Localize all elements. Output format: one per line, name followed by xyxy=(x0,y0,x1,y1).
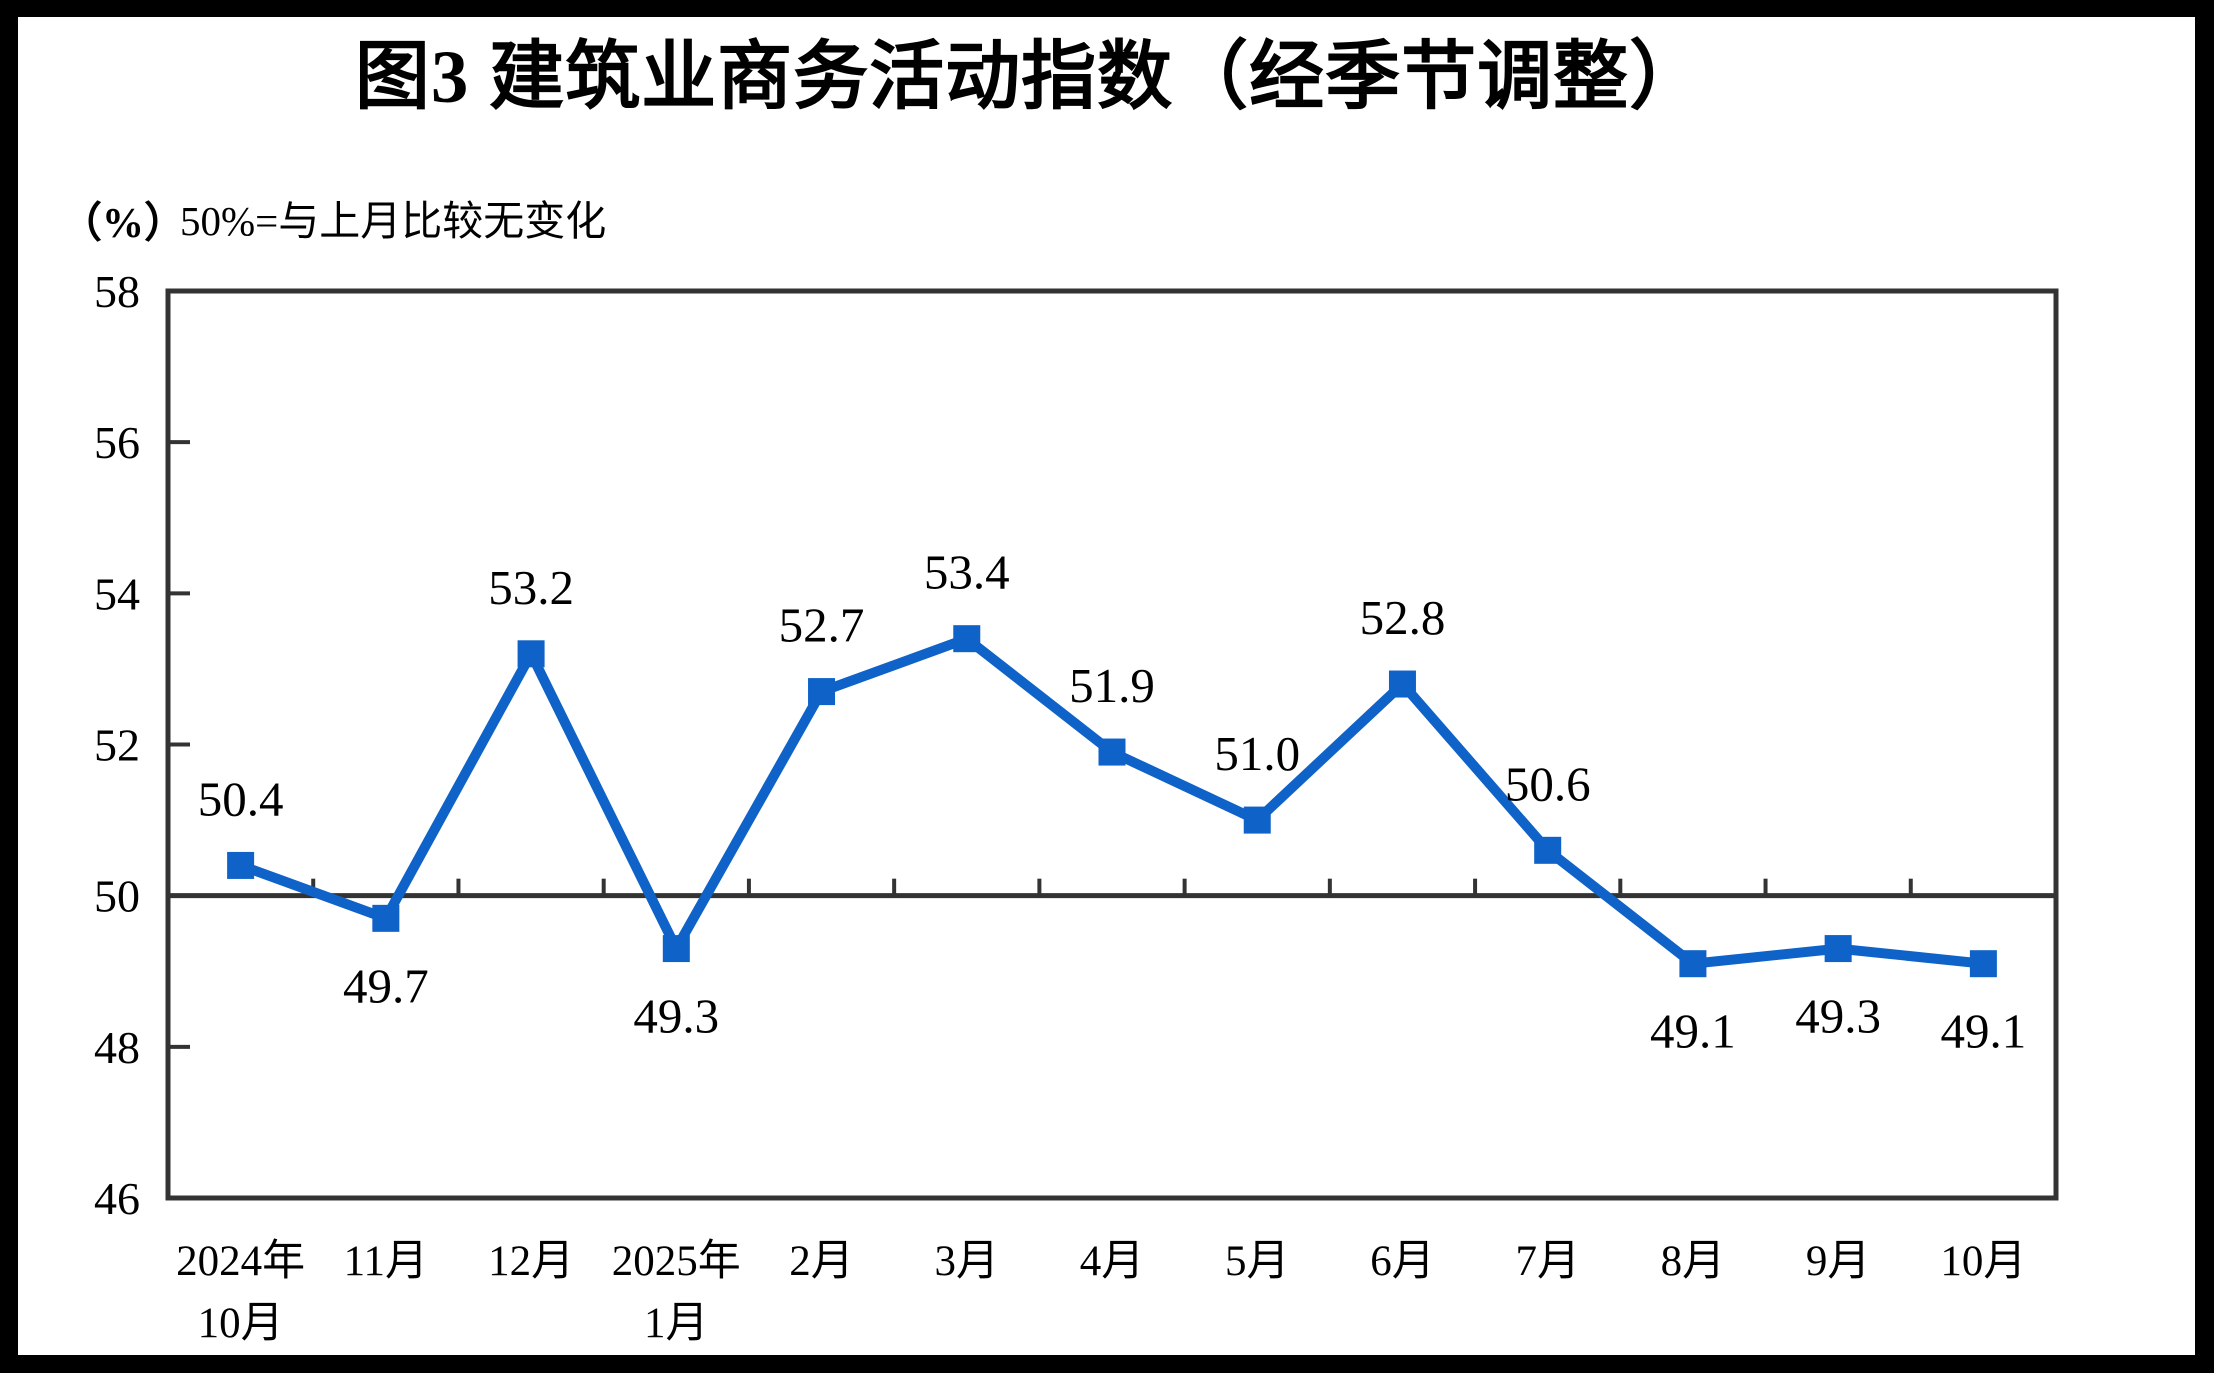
x-axis-label: 9月 xyxy=(1806,1238,1871,1285)
x-axis-label: 2月 xyxy=(789,1238,854,1285)
y-axis-label: 46 xyxy=(94,1173,140,1224)
y-axis-label: 50 xyxy=(94,871,140,922)
x-axis-label: 4月 xyxy=(1080,1238,1145,1285)
x-axis-label: 7月 xyxy=(1515,1238,1580,1285)
reference-note: 50%=与上月比较无变化 xyxy=(180,198,606,244)
x-axis-label: 10月 xyxy=(1940,1238,2026,1285)
data-point-marker xyxy=(662,935,690,963)
data-label: 53.2 xyxy=(488,560,574,615)
x-axis-label: 5月 xyxy=(1225,1238,1290,1285)
data-label: 49.7 xyxy=(343,958,429,1013)
x-axis-label: 2024年 xyxy=(176,1238,305,1285)
data-point-marker xyxy=(1824,935,1852,963)
y-axis-label: 54 xyxy=(94,568,140,619)
x-axis-label: 3月 xyxy=(935,1238,1000,1285)
data-point-marker xyxy=(517,640,545,668)
x-axis-label: 8月 xyxy=(1661,1238,1726,1285)
y-axis-label: 56 xyxy=(94,417,140,468)
y-axis-label: 48 xyxy=(94,1022,140,1073)
data-point-marker xyxy=(1388,670,1416,698)
data-point-marker xyxy=(1679,950,1707,978)
data-point-marker xyxy=(1969,950,1997,978)
construction-pmi-line-chart: 图3 建筑业商务活动指数（经季节调整） （%） 50%=与上月比较无变化 585… xyxy=(60,36,2059,1347)
data-label: 52.7 xyxy=(779,598,865,653)
plot-area: 58 56 54 52 50 48 46 50.4 49.7 53.2 49.3 52.7 53.4 51… xyxy=(94,266,2059,1347)
y-axis-label: 52 xyxy=(94,720,140,771)
data-label: 51.9 xyxy=(1069,658,1155,713)
data-label: 53.4 xyxy=(924,545,1010,600)
data-point-marker xyxy=(372,904,400,932)
data-label: 52.8 xyxy=(1360,590,1446,645)
data-point-marker xyxy=(1243,806,1271,834)
x-axis-label: 1月 xyxy=(644,1300,709,1347)
data-label: 49.1 xyxy=(1941,1004,2027,1059)
data-label: 49.3 xyxy=(1795,989,1881,1044)
data-label: 49.3 xyxy=(633,989,719,1044)
chart-title: 图3 建筑业商务活动指数（经季节调整） xyxy=(355,36,1705,119)
data-label: 51.0 xyxy=(1214,726,1300,781)
data-label: 50.6 xyxy=(1505,756,1591,811)
chart-page: 图3 建筑业商务活动指数（经季节调整） （%） 50%=与上月比较无变化 58 5… xyxy=(18,17,2195,1355)
x-axis-label: 11月 xyxy=(344,1238,428,1285)
data-point-marker xyxy=(808,678,836,706)
y-axis-label: 58 xyxy=(94,266,140,317)
data-label: 50.4 xyxy=(198,771,284,826)
y-axis-unit-label: （%） xyxy=(60,200,186,247)
data-point-marker xyxy=(953,625,981,653)
data-point-marker xyxy=(227,851,255,879)
x-axis-label: 12月 xyxy=(488,1238,574,1285)
x-axis-label: 10月 xyxy=(198,1300,284,1347)
data-label: 49.1 xyxy=(1650,1004,1736,1059)
data-point-marker xyxy=(1534,836,1562,864)
data-point-marker xyxy=(1098,738,1126,766)
x-axis-label: 2025年 xyxy=(612,1238,741,1285)
x-axis-label: 6月 xyxy=(1370,1238,1435,1285)
